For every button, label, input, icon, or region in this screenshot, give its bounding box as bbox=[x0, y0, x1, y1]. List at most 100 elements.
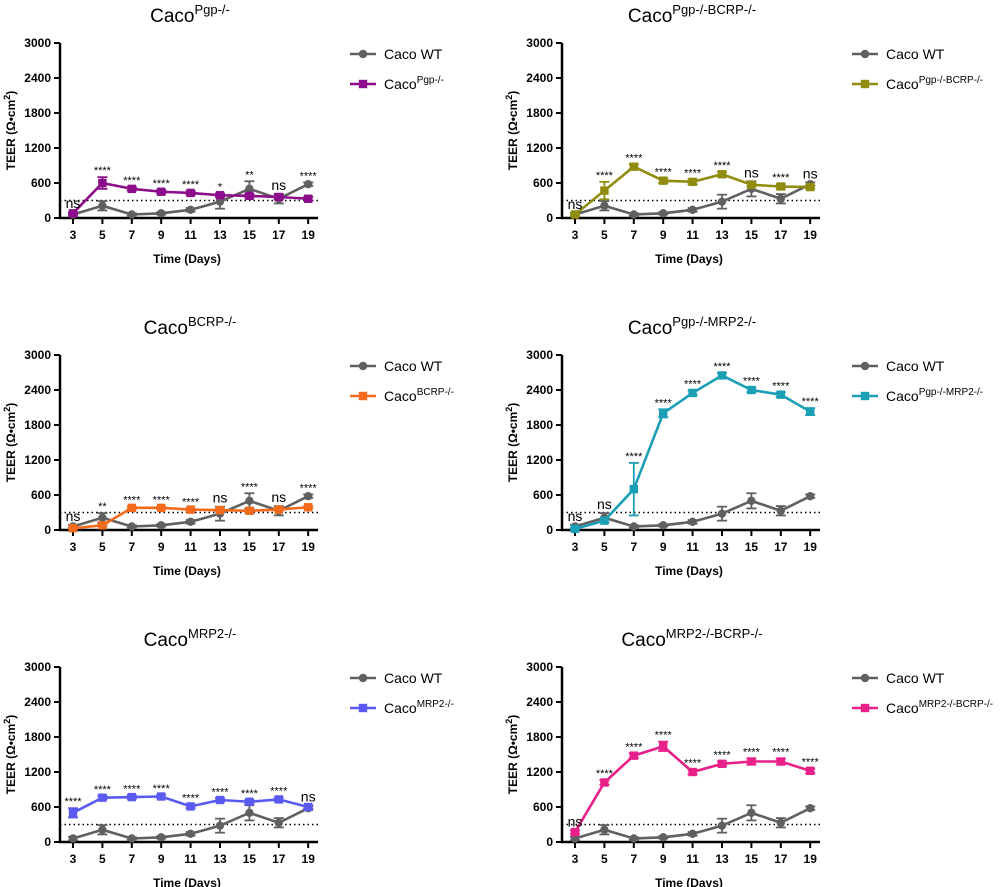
y-tick-label: 600 bbox=[31, 800, 51, 814]
x-tick-label: 11 bbox=[686, 852, 699, 866]
significance-label: **** bbox=[802, 396, 820, 408]
x-tick-label: 17 bbox=[272, 852, 286, 866]
data-point bbox=[274, 818, 283, 827]
x-tick-label: 17 bbox=[272, 540, 286, 554]
legend-marker bbox=[358, 673, 368, 683]
legend-marker bbox=[358, 361, 368, 371]
y-tick-label: 3000 bbox=[24, 36, 51, 50]
data-point bbox=[688, 177, 697, 187]
legend-marker bbox=[860, 703, 870, 713]
x-axis-label: Time (Days) bbox=[153, 876, 221, 887]
legend-entry-caco-wt: Caco WT bbox=[350, 46, 443, 62]
data-point bbox=[157, 792, 166, 801]
y-axis-label: TEER (Ω•cm2) bbox=[2, 91, 18, 171]
x-tick-label: 15 bbox=[243, 228, 257, 242]
y-tick-label: 1800 bbox=[526, 730, 553, 744]
significance-label: **** bbox=[655, 166, 673, 178]
significance-label: **** bbox=[713, 160, 731, 172]
data-point bbox=[68, 834, 78, 843]
significance-label: ns bbox=[568, 196, 583, 212]
y-tick-label: 0 bbox=[546, 523, 553, 537]
data-point bbox=[717, 759, 727, 769]
legend-label: Caco WT bbox=[886, 358, 945, 374]
significance-label: **** bbox=[596, 170, 614, 182]
data-point bbox=[98, 178, 107, 188]
legend-marker bbox=[358, 703, 368, 713]
data-point bbox=[157, 503, 166, 513]
legend-label: Caco WT bbox=[384, 46, 443, 62]
data-point bbox=[304, 503, 313, 512]
data-point bbox=[747, 180, 756, 189]
x-tick-label: 13 bbox=[715, 228, 729, 242]
legend-label: Caco WT bbox=[886, 670, 945, 686]
chart-panel-3: CacoBCRP-/- 0 600 1200 1800 2400 3000 3 5 7 9 11 13 1… bbox=[2, 314, 454, 578]
y-tick-label: 0 bbox=[44, 835, 51, 849]
chart-title: CacoPgp-/-BCRP-/- bbox=[628, 2, 756, 27]
significance-label: * bbox=[218, 182, 223, 194]
legend-label: CacoMRP2-/-BCRP-/- bbox=[886, 699, 993, 716]
x-tick-label: 17 bbox=[774, 540, 788, 554]
chart-title: CacoPgp-/- bbox=[150, 2, 230, 27]
data-point bbox=[215, 197, 225, 206]
legend-marker bbox=[860, 49, 870, 59]
significance-label: **** bbox=[625, 741, 643, 753]
x-tick-label: 3 bbox=[70, 228, 77, 242]
legend-marker bbox=[358, 49, 368, 59]
significance-label: **** bbox=[153, 783, 171, 795]
significance-label: **** bbox=[655, 730, 673, 742]
x-tick-label: 9 bbox=[660, 852, 667, 866]
y-axis-label: TEER (Ω•cm2) bbox=[2, 403, 18, 483]
data-point bbox=[629, 751, 638, 760]
data-point bbox=[186, 829, 195, 839]
data-point bbox=[157, 521, 166, 530]
y-tick-label: 1200 bbox=[24, 453, 51, 467]
data-point bbox=[186, 188, 195, 198]
legend-label: CacoPgp-/- bbox=[384, 75, 444, 92]
y-tick-label: 3000 bbox=[24, 660, 51, 674]
data-point bbox=[274, 795, 283, 804]
y-tick-label: 0 bbox=[546, 211, 553, 225]
y-tick-label: 1200 bbox=[526, 453, 553, 467]
data-point bbox=[68, 209, 78, 218]
x-tick-label: 3 bbox=[70, 540, 77, 554]
data-point bbox=[600, 778, 609, 787]
significance-label: **** bbox=[596, 768, 614, 780]
y-tick-label: 0 bbox=[44, 523, 51, 537]
y-axis-label: TEER (Ω•cm2) bbox=[2, 715, 18, 795]
y-tick-label: 3000 bbox=[526, 348, 553, 362]
significance-label: **** bbox=[684, 379, 702, 391]
significance-label: **** bbox=[802, 757, 820, 769]
y-tick-label: 1200 bbox=[526, 141, 553, 155]
data-point bbox=[157, 209, 166, 218]
y-tick-label: 0 bbox=[546, 835, 553, 849]
significance-label: **** bbox=[300, 482, 318, 494]
series-knockout bbox=[68, 792, 314, 819]
y-tick-label: 1800 bbox=[24, 418, 51, 432]
data-point bbox=[747, 757, 756, 766]
x-tick-label: 15 bbox=[243, 540, 257, 554]
data-point bbox=[98, 513, 107, 522]
x-tick-label: 9 bbox=[158, 852, 165, 866]
data-point bbox=[600, 186, 609, 195]
legend-entry-caco-wt: Caco WT bbox=[852, 670, 945, 686]
series-knockout bbox=[68, 176, 314, 218]
x-axis-label: Time (Days) bbox=[153, 252, 221, 266]
significance-label: **** bbox=[153, 178, 171, 190]
significance-label: **** bbox=[182, 496, 200, 508]
y-tick-label: 2400 bbox=[526, 71, 553, 85]
series-knockout bbox=[570, 740, 816, 837]
x-tick-label: 7 bbox=[128, 540, 135, 554]
data-point bbox=[98, 521, 107, 530]
legend-marker bbox=[358, 391, 368, 401]
data-point bbox=[570, 834, 580, 843]
data-point bbox=[688, 517, 697, 527]
legend-entry-caco-wt: Caco WT bbox=[350, 358, 443, 374]
data-point bbox=[717, 371, 727, 380]
data-point bbox=[127, 522, 136, 531]
y-tick-label: 0 bbox=[44, 211, 51, 225]
significance-label: ** bbox=[245, 169, 254, 181]
data-point bbox=[659, 521, 668, 530]
series-knockout bbox=[570, 162, 816, 219]
x-tick-label: 13 bbox=[213, 852, 227, 866]
x-tick-label: 7 bbox=[128, 228, 135, 242]
